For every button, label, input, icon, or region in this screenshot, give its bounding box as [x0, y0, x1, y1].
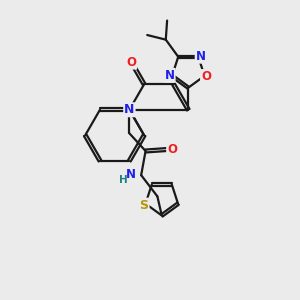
- Text: N: N: [165, 69, 175, 82]
- Text: O: O: [201, 70, 211, 83]
- Text: N: N: [196, 50, 206, 63]
- Text: S: S: [140, 199, 148, 212]
- Text: N: N: [126, 168, 136, 181]
- Text: H: H: [119, 176, 128, 185]
- Text: O: O: [126, 56, 136, 69]
- Text: N: N: [124, 103, 135, 116]
- Text: O: O: [167, 143, 177, 156]
